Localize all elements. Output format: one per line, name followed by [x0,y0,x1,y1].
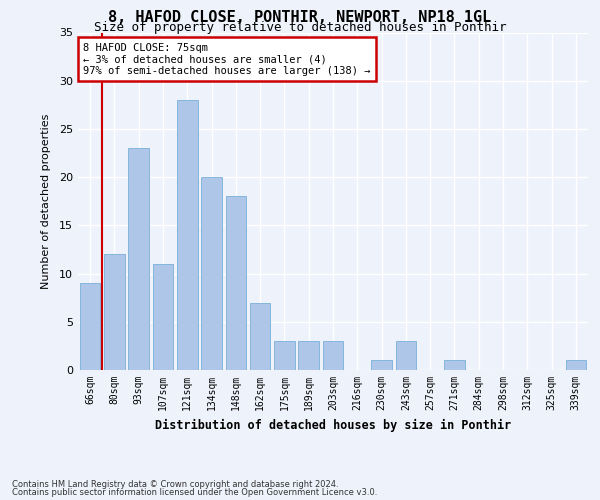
Text: Contains HM Land Registry data © Crown copyright and database right 2024.: Contains HM Land Registry data © Crown c… [12,480,338,489]
Bar [201,177,222,370]
Y-axis label: Number of detached properties: Number of detached properties [41,114,50,289]
Bar [395,341,416,370]
Bar [80,283,100,370]
Text: Contains public sector information licensed under the Open Government Licence v3: Contains public sector information licen… [12,488,377,497]
Bar [152,264,173,370]
Bar [298,341,319,370]
Bar [444,360,465,370]
Text: 8 HAFOD CLOSE: 75sqm
← 3% of detached houses are smaller (4)
97% of semi-detache: 8 HAFOD CLOSE: 75sqm ← 3% of detached ho… [83,42,371,76]
Bar [104,254,125,370]
Bar [128,148,149,370]
Bar [177,100,197,370]
Text: Size of property relative to detached houses in Ponthir: Size of property relative to detached ho… [94,21,506,34]
Bar [323,341,343,370]
Bar [226,196,246,370]
Bar [371,360,392,370]
Bar [566,360,586,370]
X-axis label: Distribution of detached houses by size in Ponthir: Distribution of detached houses by size … [155,418,511,432]
Bar [274,341,295,370]
Bar [250,302,271,370]
Text: 8, HAFOD CLOSE, PONTHIR, NEWPORT, NP18 1GL: 8, HAFOD CLOSE, PONTHIR, NEWPORT, NP18 1… [109,10,491,25]
